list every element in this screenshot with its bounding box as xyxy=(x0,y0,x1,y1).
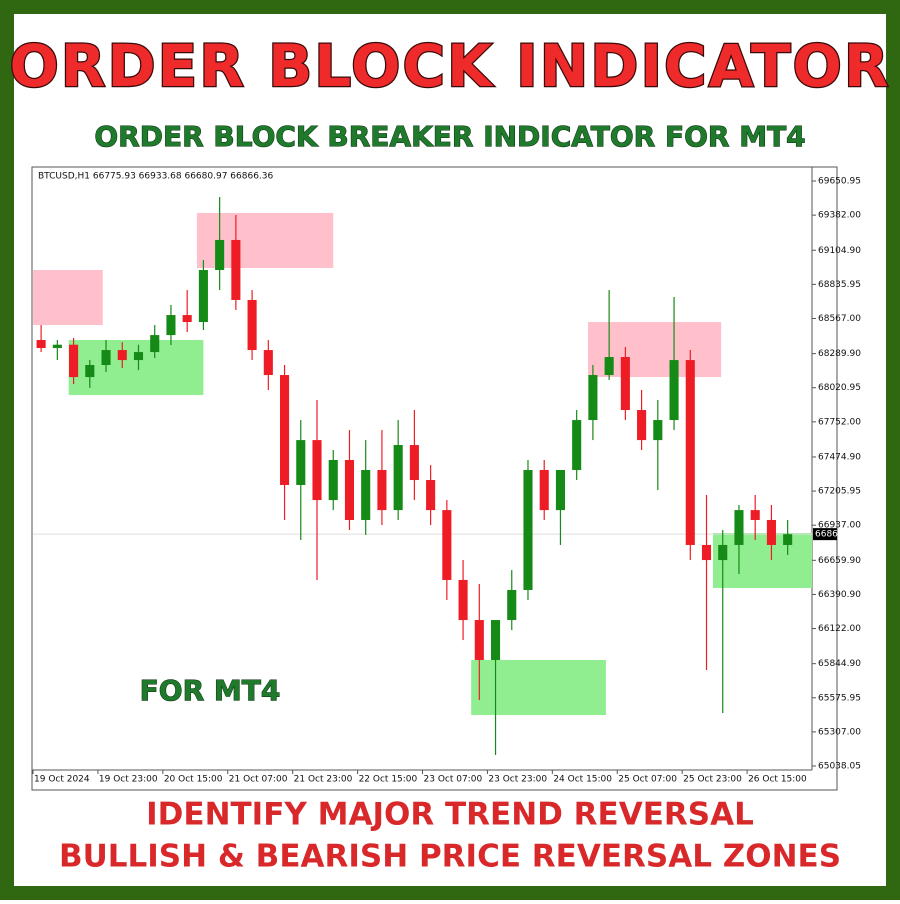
annotation: FOR MT4 xyxy=(140,674,281,707)
candle-body xyxy=(280,375,290,485)
candle-body xyxy=(182,315,192,323)
x-tick-label: 25 Oct 23:00 xyxy=(683,775,742,785)
candle-body xyxy=(52,344,62,349)
y-tick-label: 67752.00 xyxy=(818,417,861,427)
candle-body xyxy=(393,445,403,511)
y-tick-label: 66122.00 xyxy=(818,624,861,634)
y-tick-label: 67205.95 xyxy=(818,487,861,497)
x-tick-label: 20 Oct 15:00 xyxy=(164,775,223,785)
candle-body xyxy=(539,470,549,511)
title: ORDER BLOCK INDICATOR xyxy=(9,32,890,100)
y-tick-label: 66659.90 xyxy=(818,556,861,566)
candle-body xyxy=(653,420,663,441)
x-tick-label: 23 Oct 23:00 xyxy=(488,775,547,785)
y-tick-label: 69382.00 xyxy=(818,211,861,221)
y-tick-label: 68289.90 xyxy=(818,349,861,359)
y-tick-label: 65844.90 xyxy=(818,659,861,669)
candle-body xyxy=(133,352,144,361)
candle-body xyxy=(718,544,728,561)
y-tick-label: 65038.05 xyxy=(818,761,861,771)
x-tick-label: 25 Oct 07:00 xyxy=(618,775,677,785)
y-tick-label: 68835.95 xyxy=(818,280,861,290)
candle-body xyxy=(85,365,95,378)
candle-body xyxy=(117,350,127,361)
candle-body xyxy=(263,350,273,376)
candle-body xyxy=(474,620,484,660)
candle-body xyxy=(637,410,647,441)
x-tick-label: 23 Oct 07:00 xyxy=(424,775,483,785)
candle-body xyxy=(572,420,582,471)
y-tick-label: 68567.00 xyxy=(818,314,861,324)
candle-body xyxy=(507,589,517,621)
order-block-zone xyxy=(33,270,103,326)
y-tick-label: 67474.90 xyxy=(818,452,861,462)
y-tick-label: 65307.00 xyxy=(818,727,861,737)
plot: 69650.95 69382.00 69104.90 68835.95 68567.00… xyxy=(32,177,861,785)
last-price-box xyxy=(813,528,837,541)
subtitle: ORDER BLOCK BREAKER INDICATOR FOR MT4 xyxy=(94,120,805,153)
candle-body xyxy=(783,534,793,545)
y-tick-label: 66390.90 xyxy=(818,590,861,600)
footer-line: BULLISH & BEARISH PRICE REVERSAL ZONES xyxy=(59,839,841,875)
candle-body xyxy=(490,620,501,660)
y-tick-label: 68020.95 xyxy=(818,383,861,393)
x-tick-label: 21 Oct 07:00 xyxy=(229,775,288,785)
candle-body xyxy=(750,510,760,520)
candle-body xyxy=(198,270,208,323)
x-tick-label: 22 Oct 15:00 xyxy=(359,775,418,785)
candle-body xyxy=(166,315,176,336)
candle-body xyxy=(442,510,452,580)
y-tick-label: 65575.95 xyxy=(818,693,861,703)
candle-body xyxy=(69,344,79,378)
candle-body xyxy=(685,360,695,545)
order-block-zone xyxy=(471,659,606,716)
last-price-label: 66866.36 xyxy=(815,530,858,540)
candle-body xyxy=(555,470,565,511)
candle-body xyxy=(669,360,679,421)
candle-body xyxy=(344,459,355,520)
footer-line: IDENTIFY MAJOR TREND REVERSAL xyxy=(146,797,754,833)
x-tick-label: 19 Oct 23:00 xyxy=(99,775,158,785)
candle-body xyxy=(247,299,257,351)
x-tick-label: 26 Oct 15:00 xyxy=(748,775,807,785)
symbol-info: BTCUSD,H1 66775.93 66933.68 66680.97 668… xyxy=(38,172,274,182)
candle-body xyxy=(101,350,111,366)
chart-frame xyxy=(31,166,838,791)
candle-body xyxy=(231,239,241,300)
candle-body xyxy=(458,579,468,621)
candle-body xyxy=(734,510,744,545)
candle-body xyxy=(377,470,387,511)
candle-body xyxy=(701,544,712,561)
y-tick-label: 69104.90 xyxy=(818,246,861,256)
y-tick-label: 69650.95 xyxy=(818,177,861,187)
candle-body xyxy=(766,519,776,545)
candle-body xyxy=(150,335,160,353)
candle-body xyxy=(523,470,533,590)
candle-body xyxy=(620,357,630,411)
order-block-zone xyxy=(713,533,812,588)
candle-body xyxy=(215,239,225,271)
candle-body xyxy=(604,357,614,376)
y-tick-label: 66937.00 xyxy=(818,521,861,531)
x-tick-label: 21 Oct 23:00 xyxy=(294,775,353,785)
candle-body xyxy=(426,480,436,511)
candle-body xyxy=(588,375,598,421)
candle-body xyxy=(312,440,322,501)
x-tick-label: 24 Oct 15:00 xyxy=(553,775,612,785)
x-tick-label: 19 Oct 2024 xyxy=(34,775,90,785)
candle-body xyxy=(36,340,46,349)
candle-body xyxy=(296,440,306,485)
candle-body xyxy=(328,459,338,501)
candle-body xyxy=(361,470,371,520)
candle-body xyxy=(409,445,419,481)
